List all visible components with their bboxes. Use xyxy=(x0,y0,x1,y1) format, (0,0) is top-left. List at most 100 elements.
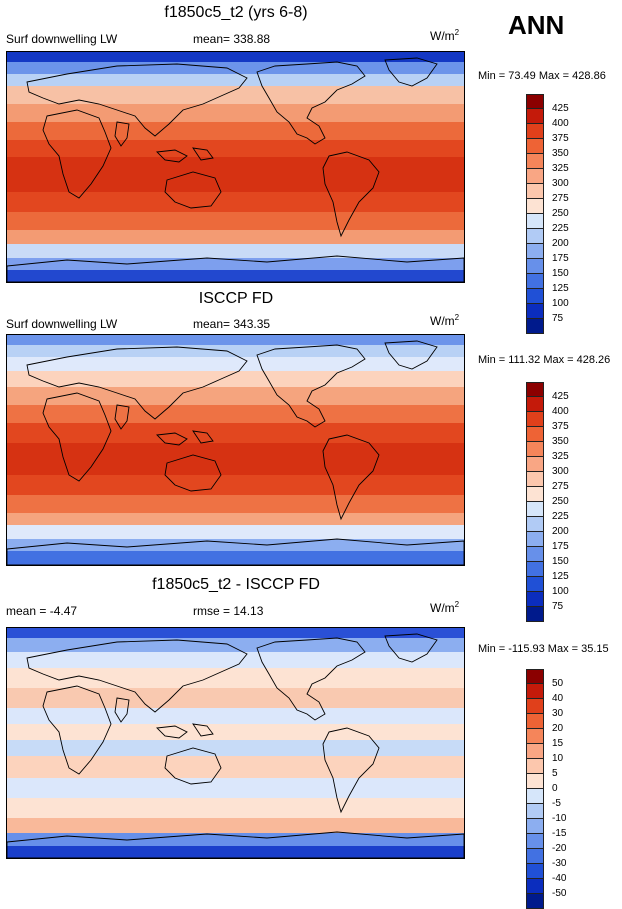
map-field-band xyxy=(7,798,464,818)
colorbar-swatch xyxy=(526,517,544,532)
colorbar-tick-label: 50 xyxy=(552,678,564,689)
map-field-band xyxy=(7,539,464,551)
coastline xyxy=(26,639,248,713)
coastline xyxy=(26,63,248,137)
map-field-band xyxy=(7,140,464,157)
panel1-minmax: Min = 73.49 Max = 428.86 xyxy=(478,70,606,82)
map-field-band xyxy=(7,638,464,652)
colorbar-swatch xyxy=(526,879,544,894)
colorbar-tick-label: 350 xyxy=(552,148,569,159)
map-field-band xyxy=(7,74,464,86)
map-field-band xyxy=(7,668,464,688)
map-field-band xyxy=(7,724,464,740)
map-field-band xyxy=(7,443,464,475)
colorbar-tick-label: 15 xyxy=(552,738,564,749)
colorbar-tick-label: 175 xyxy=(552,253,569,264)
colorbar-swatch xyxy=(526,274,544,289)
colorbar-swatch xyxy=(526,169,544,184)
colorbar-swatch xyxy=(526,864,544,879)
panel1-coastlines xyxy=(7,57,464,282)
map-field-band xyxy=(7,387,464,405)
colorbar-swatch xyxy=(526,774,544,789)
colorbar-tick-label: 175 xyxy=(552,541,569,552)
colorbar-tick-label: -10 xyxy=(552,813,567,824)
coastline xyxy=(42,685,112,775)
map-field-band xyxy=(7,551,464,565)
map-field-band xyxy=(7,357,464,371)
colorbar-tick-label: 30 xyxy=(552,708,564,719)
map-field-band xyxy=(7,525,464,539)
map-field-band xyxy=(7,122,464,140)
map-field-band xyxy=(7,192,464,212)
colorbar-swatch xyxy=(526,214,544,229)
colorbar-tick-label: 20 xyxy=(552,723,564,734)
colorbar-tick-label: -5 xyxy=(552,798,561,809)
coastline xyxy=(164,454,222,492)
coastline xyxy=(192,723,214,737)
coastline xyxy=(156,725,188,739)
colorbar-swatch xyxy=(526,577,544,592)
coastline xyxy=(384,57,438,87)
coastline xyxy=(384,633,438,663)
panel2-mean-label: mean= 343.35 xyxy=(193,317,271,331)
colorbar-tick-label: 200 xyxy=(552,526,569,537)
colorbar-swatch xyxy=(526,607,544,622)
panel2-title: ISCCP FD xyxy=(198,290,274,307)
colorbar-tick-label: -15 xyxy=(552,828,567,839)
map-field-band xyxy=(7,513,464,525)
colorbar-tick-label: -50 xyxy=(552,888,567,899)
season-label: ANN xyxy=(508,10,565,40)
coastline xyxy=(192,147,214,161)
coastline xyxy=(26,346,248,420)
map-field-band xyxy=(7,708,464,724)
panel3-coastlines xyxy=(7,633,464,858)
colorbar-swatch xyxy=(526,427,544,442)
colorbar-swatch xyxy=(526,289,544,304)
colorbar-swatch xyxy=(526,259,544,274)
colorbar-swatch xyxy=(526,472,544,487)
map-field-band xyxy=(7,688,464,708)
coastline xyxy=(156,432,188,446)
colorbar-swatch xyxy=(526,819,544,834)
colorbar-swatch xyxy=(526,139,544,154)
colorbar-swatch xyxy=(526,124,544,139)
coastline xyxy=(114,697,130,723)
coastline xyxy=(156,149,188,163)
colorbar-swatch xyxy=(526,729,544,744)
coastline xyxy=(256,637,366,721)
coastline xyxy=(384,340,438,370)
colorbar-tick-label: 325 xyxy=(552,163,569,174)
map-field-band xyxy=(7,104,464,122)
colorbar-swatch xyxy=(526,244,544,259)
panel1-units: W/m2 xyxy=(430,28,460,43)
panel3-minmax: Min = -115.93 Max = 35.15 xyxy=(478,643,609,655)
map-field-band xyxy=(7,405,464,423)
colorbar-tick-label: 275 xyxy=(552,193,569,204)
colorbar-tick-label: 300 xyxy=(552,466,569,477)
colorbar-tick-label: 5 xyxy=(552,768,558,779)
colorbar-swatch xyxy=(526,229,544,244)
map-field-band xyxy=(7,230,464,244)
coastline xyxy=(164,747,222,785)
panel1-variable-label: Surf downwelling LW xyxy=(6,32,118,46)
colorbar-swatch xyxy=(526,304,544,319)
map-field-band xyxy=(7,423,464,443)
coastline xyxy=(164,171,222,209)
panel3-units: W/m2 xyxy=(430,600,460,615)
panel2-minmax: Min = 111.32 Max = 428.26 xyxy=(478,354,611,366)
coastline xyxy=(42,109,112,199)
map-field-band xyxy=(7,818,464,833)
colorbar-tick-label: 375 xyxy=(552,133,569,144)
colorbar-tick-label: 250 xyxy=(552,208,569,219)
coastline xyxy=(322,434,380,521)
colorbar-swatch xyxy=(526,714,544,729)
map-field-band xyxy=(7,258,464,270)
colorbar-swatch xyxy=(526,894,544,909)
colorbar-tick-label: 375 xyxy=(552,421,569,432)
colorbar-tick-label: 75 xyxy=(552,601,564,612)
colorbar-swatch xyxy=(526,592,544,607)
colorbar-swatch xyxy=(526,184,544,199)
colorbar-tick-label: 400 xyxy=(552,406,569,417)
colorbar-tick-label: 100 xyxy=(552,586,569,597)
panel3-map-svg xyxy=(7,628,464,858)
